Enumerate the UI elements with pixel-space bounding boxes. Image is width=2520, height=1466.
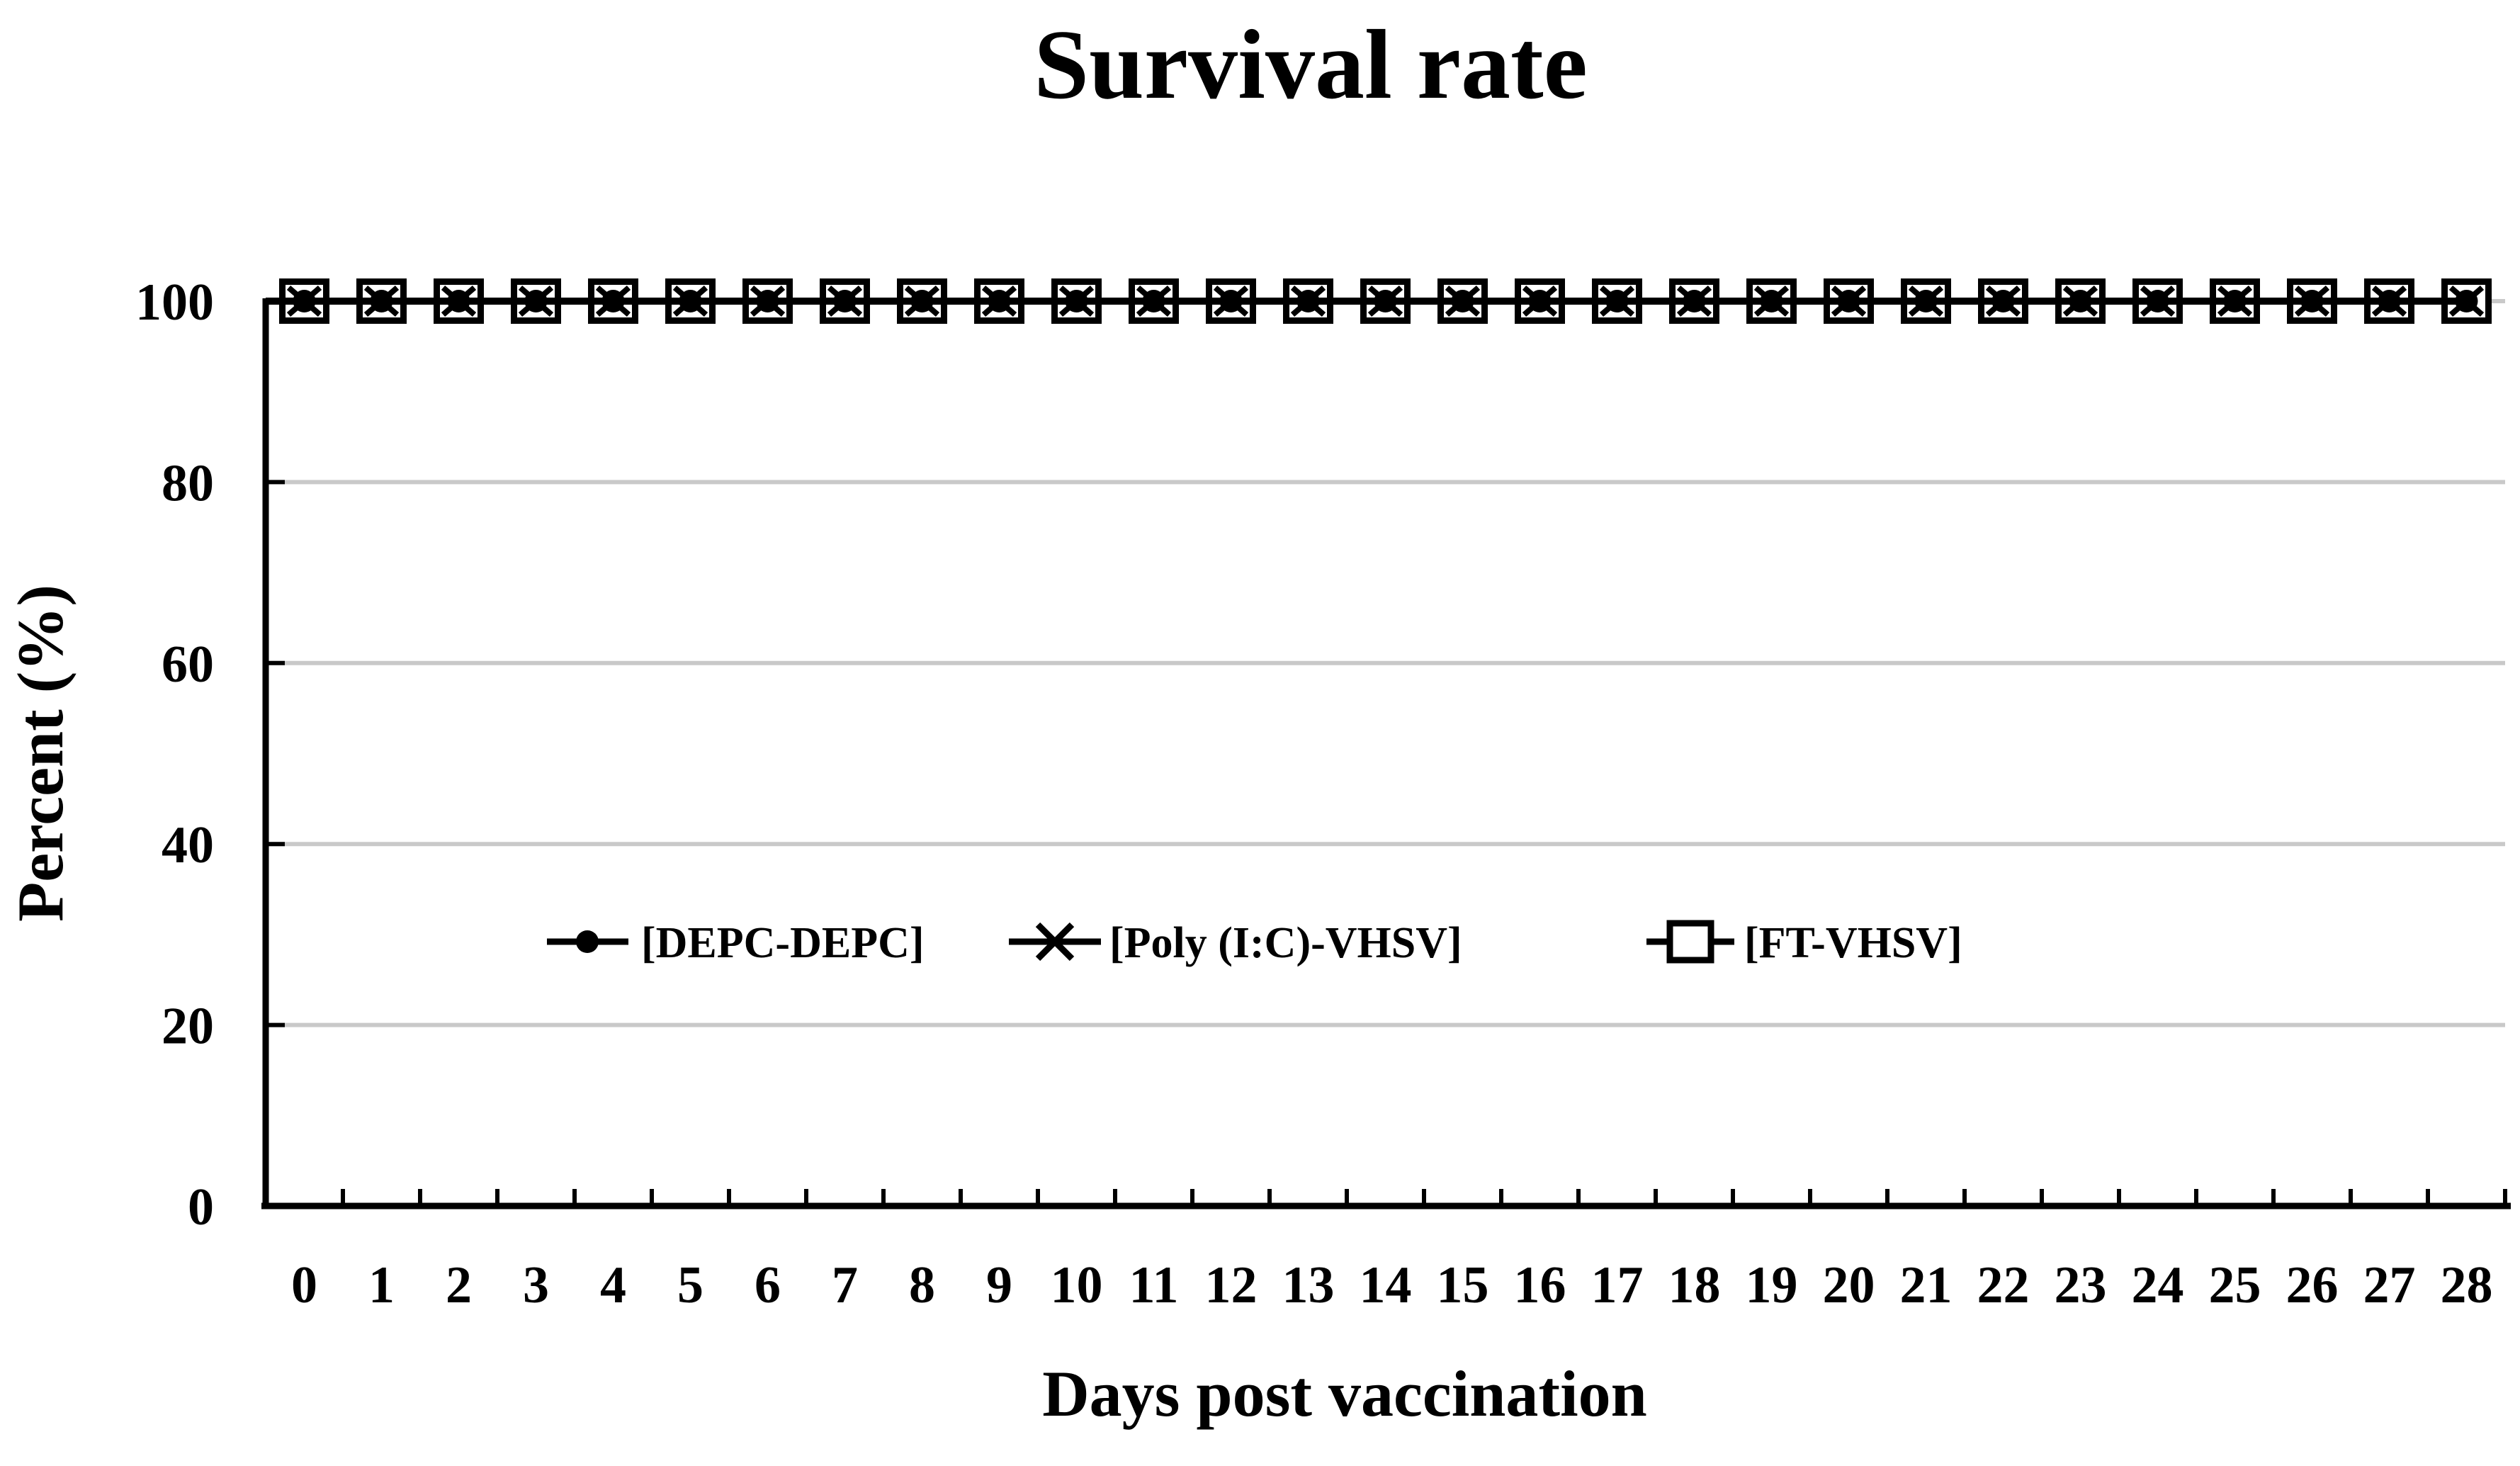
data-point-circle-marker (1760, 290, 1783, 312)
x-tick-label: 21 (1900, 1256, 1953, 1314)
x-tick-label: 15 (1437, 1256, 1489, 1314)
x-tick-label: 14 (1360, 1256, 1412, 1314)
y-tick-label: 60 (162, 636, 214, 694)
data-point-circle-marker (1528, 290, 1552, 312)
x-tick-label: 6 (755, 1256, 781, 1314)
data-markers-over-layer (293, 290, 2478, 312)
data-point-circle-marker (2069, 290, 2092, 312)
legend-item-poly-ic-vhsv: [Poly (I:C)-VHSV] (1009, 919, 1462, 967)
x-tick-label: 0 (291, 1256, 317, 1314)
data-point-circle-marker (679, 290, 702, 312)
x-tick-label: 27 (2363, 1256, 2416, 1314)
legend-item-ft-vhsv: [FT-VHSV] (1646, 919, 1962, 967)
data-point-circle-marker (1683, 290, 1706, 312)
x-tick-label: 13 (1282, 1256, 1335, 1314)
data-point-circle-marker (601, 290, 625, 312)
y-tick-label: 100 (135, 274, 214, 332)
data-point-circle-marker (2378, 290, 2401, 312)
data-point-circle-marker (1219, 290, 1243, 312)
legend-marker-x-cross-icon (1035, 922, 1075, 962)
x-tick-label: 9 (986, 1256, 1012, 1314)
x-tick-label: 4 (600, 1256, 626, 1314)
tick-marks-layer (266, 299, 2507, 1206)
x-tick-label: 8 (909, 1256, 935, 1314)
x-tick-label: 11 (1129, 1256, 1179, 1314)
legend-label-depc-depc: [DEPC-DEPC] (641, 919, 925, 967)
x-tick-label: 17 (1591, 1256, 1644, 1314)
axes-layer (261, 298, 2511, 1210)
x-tick-label: 5 (677, 1256, 704, 1314)
x-tick-labels: 0 1 2 3 4 5 6 7 8 9 10 11 12 13 14 15 16 17 18 19 20 21 22 23 24… (291, 1256, 2493, 1314)
legend-label-poly-ic-vhsv: [Poly (I:C)-VHSV] (1109, 919, 1462, 967)
x-tick-label: 23 (2055, 1256, 2107, 1314)
gridlines-layer (266, 299, 2505, 1027)
y-tick-label: 40 (162, 816, 214, 874)
data-point-circle-marker (833, 290, 857, 312)
data-point-circle-marker (2300, 290, 2324, 312)
data-point-circle-marker (2223, 290, 2247, 312)
x-tick-label: 26 (2286, 1256, 2339, 1314)
data-point-circle-marker (370, 290, 393, 312)
y-tick-labels: 0 20 40 60 80 100 (135, 274, 214, 1236)
data-point-circle-marker (1837, 290, 1860, 312)
x-tick-label: 19 (1746, 1256, 1798, 1314)
x-tick-label: 12 (1205, 1256, 1258, 1314)
x-tick-label: 25 (2209, 1256, 2261, 1314)
data-point-circle-marker (988, 290, 1011, 312)
x-tick-label: 28 (2441, 1256, 2493, 1314)
data-point-circle-marker (524, 290, 548, 312)
x-tick-label: 18 (1668, 1256, 1721, 1314)
x-tick-label: 3 (523, 1256, 549, 1314)
x-tick-label: 24 (2132, 1256, 2184, 1314)
data-point-circle-marker (293, 290, 316, 312)
legend-marker-open-square-icon (1666, 920, 1714, 964)
x-tick-label: 2 (446, 1256, 472, 1314)
y-tick-label: 80 (162, 454, 214, 512)
data-point-circle-marker (1296, 290, 1320, 312)
y-tick-label: 20 (162, 998, 214, 1056)
legend-label-ft-vhsv: [FT-VHSV] (1744, 919, 1962, 967)
data-point-circle-marker (1374, 290, 1397, 312)
legend-marker-filled-circle-icon (576, 930, 599, 953)
data-point-circle-marker (1451, 290, 1474, 312)
chart-title: Survival rate (1034, 10, 1588, 120)
x-tick-label: 7 (832, 1256, 858, 1314)
data-point-circle-marker (1991, 290, 2015, 312)
legend-item-depc-depc: [DEPC-DEPC] (547, 919, 925, 967)
data-point-circle-marker (1914, 290, 1938, 312)
x-tick-label: 20 (1823, 1256, 1875, 1314)
data-point-circle-marker (2455, 290, 2478, 312)
data-point-circle-marker (1605, 290, 1629, 312)
data-point-circle-marker (1142, 290, 1165, 312)
x-tick-label: 1 (368, 1256, 395, 1314)
data-point-circle-marker (1065, 290, 1088, 312)
x-tick-label: 10 (1051, 1256, 1103, 1314)
y-axis-title: Percent (%) (4, 585, 77, 922)
data-point-circle-marker (910, 290, 934, 312)
data-point-circle-marker (756, 290, 779, 312)
legend: [DEPC-DEPC] [Poly (I:C)-VHSV] [FT-VHSV] (547, 919, 1962, 967)
data-point-circle-marker (2146, 290, 2169, 312)
data-point-circle-marker (447, 290, 470, 312)
y-tick-label: 0 (188, 1178, 214, 1236)
x-tick-label: 16 (1514, 1256, 1566, 1314)
x-axis-title: Days post vaccination (1042, 1358, 1647, 1430)
x-tick-label: 22 (1977, 1256, 2030, 1314)
